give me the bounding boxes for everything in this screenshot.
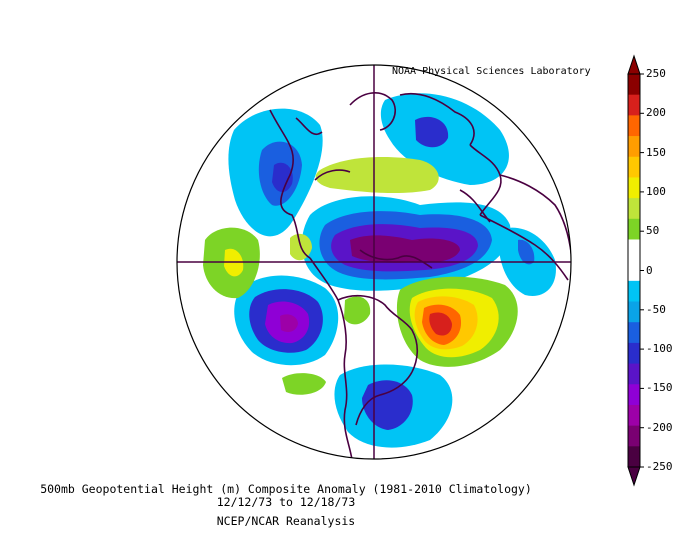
colorbar <box>627 54 644 487</box>
colorbar-segment <box>628 218 640 240</box>
date-separator: to <box>279 495 293 509</box>
coastlines <box>269 92 571 459</box>
colorbar-tick-label: -150 <box>646 381 673 395</box>
colorbar-segment <box>628 280 640 303</box>
colorbar-segment <box>628 425 640 447</box>
colorbar-tick-label: 50 <box>646 224 660 238</box>
colorbar-segment <box>628 74 640 96</box>
dataset-label: NCEP/NCAR Reanalysis <box>216 514 356 528</box>
colorbar-segment <box>628 239 640 261</box>
negative-anomaly-central-core <box>350 235 460 263</box>
colorbar-segment <box>628 177 640 199</box>
negative-anomaly-east-core <box>518 239 535 265</box>
colorbar-segment <box>628 384 640 406</box>
colorbar-segment <box>628 260 640 282</box>
colorbar-arrow-top <box>627 54 641 75</box>
negative-anomaly-arctic-core <box>415 116 449 148</box>
colorbar-tick-label: 250 <box>646 67 666 80</box>
date-range: 12/12/73 to 12/18/73 <box>0 495 636 509</box>
colorbar-tick-label: -200 <box>646 420 673 434</box>
colorbar-segment <box>628 446 640 468</box>
colorbar-segment <box>628 301 640 323</box>
credit-label: NOAA Physical Sciences Laboratory <box>392 66 591 77</box>
colorbar-segment <box>628 115 640 137</box>
negative-anomaly-west-low-core <box>280 314 298 332</box>
colorbar-tick-label: 200 <box>646 106 666 120</box>
colorbar-segment <box>628 136 640 158</box>
colorbar-tick-label: 100 <box>646 184 666 198</box>
colorbar-tick-label: -50 <box>646 302 666 316</box>
colorbar-segment <box>628 342 640 365</box>
colorbar-segment <box>628 198 640 220</box>
negative-anomaly-north-atlantic-inner <box>272 162 293 193</box>
colorbar-tick-label: -100 <box>646 342 673 356</box>
positive-anomaly-center-small <box>344 296 371 325</box>
colorbar-segment <box>628 363 640 385</box>
positive-anomaly-south-west <box>282 373 326 395</box>
colorbar-segment <box>628 94 640 116</box>
colorbar-segment <box>628 404 640 427</box>
colorbar-segment <box>628 156 640 178</box>
colorbar-tick-label: 150 <box>646 145 666 159</box>
colorbar-tick-label: 0 <box>646 263 653 277</box>
positive-anomaly-band-north <box>315 157 439 194</box>
date-start: 12/12/73 <box>216 495 273 509</box>
map-border <box>176 64 572 460</box>
colorbar-segment <box>628 322 640 344</box>
positive-anomaly-ridge-core <box>429 312 452 336</box>
colorbar-tick-label: -250 <box>646 460 673 473</box>
map-title: 500mb Geopotential Height (m) Composite … <box>40 482 532 496</box>
date-end: 12/18/73 <box>299 495 356 509</box>
colorbar-arrow-bottom <box>627 466 641 487</box>
